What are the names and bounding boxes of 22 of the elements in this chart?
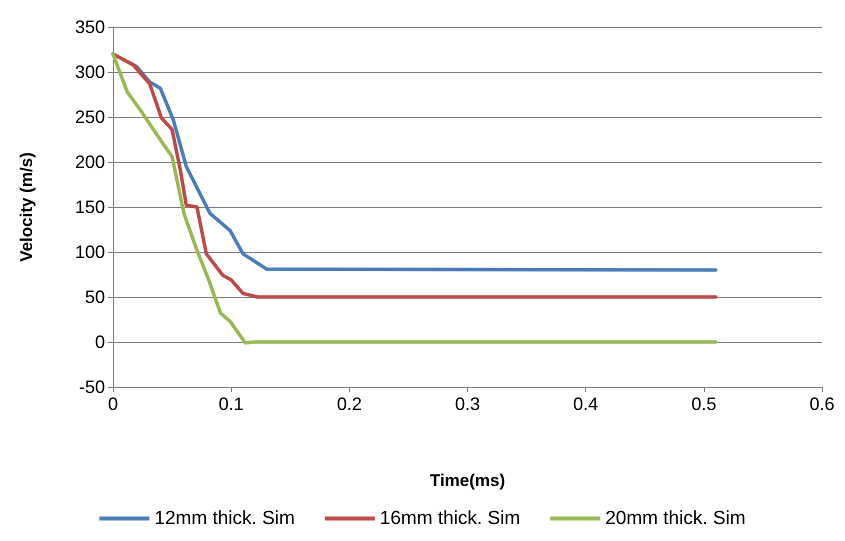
y-tick-label: -50 <box>78 377 105 397</box>
x-tick-label: 0.6 <box>809 394 835 414</box>
y-tick-label: 350 <box>74 17 105 37</box>
x-tick-label: 0.4 <box>573 394 598 414</box>
legend-label: 16mm thick. Sim <box>380 508 520 529</box>
x-tick-label: 0.5 <box>691 394 716 414</box>
legend-label: 20mm thick. Sim <box>605 508 746 529</box>
x-axis-title: Time(ms) <box>430 471 506 490</box>
x-tick-label: 0 <box>108 394 118 414</box>
line-series <box>111 52 718 345</box>
y-tick-label: 50 <box>84 287 105 307</box>
y-axis-title: Velocity (m/s) <box>17 152 36 262</box>
y-tick-label: 150 <box>74 197 105 217</box>
y-tick-label: 300 <box>74 62 105 82</box>
x-tick-label: 0.3 <box>454 394 480 414</box>
y-tick-label: 200 <box>74 152 105 172</box>
legend-label: 12mm thick. Sim <box>154 508 295 529</box>
y-tick-label: 100 <box>74 242 105 262</box>
x-tick-label: 0.2 <box>336 394 362 414</box>
y-tick-label: 0 <box>94 332 105 352</box>
y-tick-label: 250 <box>74 107 105 127</box>
x-tick-label: 0.1 <box>218 394 244 414</box>
